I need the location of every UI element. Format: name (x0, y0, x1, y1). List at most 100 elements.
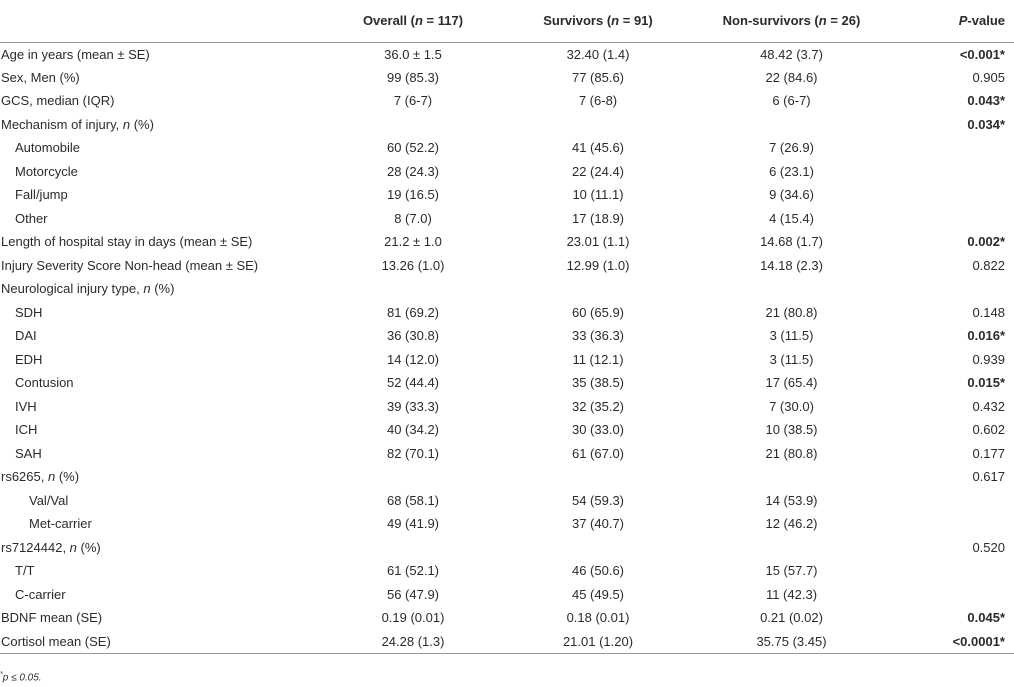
cell-survivors: 22 (24.4) (571, 163, 625, 179)
header-pvalue-rest: -value (967, 13, 1005, 29)
row-label: Mechanism of injury, n (%) (0, 113, 320, 137)
row-label: BDNF mean (SE) (1, 610, 103, 626)
cell-pvalue: 0.016* (967, 328, 1005, 344)
cell-survivors: 41 (45.6) (571, 140, 625, 156)
row-label-n: n (143, 281, 151, 297)
header-pvalue-p: P (958, 13, 968, 29)
cell-overall: 81 (69.2) (386, 304, 440, 320)
cell-pvalue: <0.001* (959, 46, 1005, 62)
cell-overall: 82 (70.1) (386, 445, 440, 461)
cell-survivors: 54 (59.3) (571, 492, 625, 508)
cell-survivors: 45 (49.5) (571, 586, 625, 602)
cell-survivors: 32 (35.2) (571, 398, 625, 414)
table-row: Automobile 60 (52.2) 41 (45.6) 7 (26.9) (0, 136, 1014, 160)
cell-overall: 60 (52.2) (386, 140, 440, 156)
cell-nonsurvivors: 21 (80.8) (765, 304, 818, 320)
table-footnote: *p ≤ 0.05. (0, 671, 42, 683)
header-nonsurvivors-post: = 26) (826, 13, 861, 29)
cell-nonsurvivors: 0.21 (0.02) (760, 610, 823, 626)
cell-pvalue (893, 183, 1014, 207)
table-row: T/T 61 (52.1) 46 (50.6) 15 (57.7) (0, 559, 1014, 583)
row-label-post: (%) (76, 539, 101, 555)
cell-survivors: 77 (85.6) (571, 69, 625, 85)
cell-nonsurvivors: 15 (57.7) (765, 563, 818, 579)
row-label: rs7124442, n (%) (0, 536, 320, 560)
row-label-pre: rs6265, (1, 469, 48, 485)
header-overall: Overall (n = 117) (320, 0, 506, 43)
cell-pvalue: <0.0001* (893, 629, 1014, 654)
table-row: DAI 36 (30.8) 33 (36.3) 3 (11.5) 0.016* (0, 324, 1014, 348)
cell-survivors: 33 (36.3) (571, 328, 625, 344)
cell-pvalue: 0.002* (967, 234, 1005, 250)
cell-overall: 21.2 ± 1.0 (384, 234, 442, 250)
cell-nonsurvivors: 21 (80.8) (765, 445, 818, 461)
cell-nonsurvivors: 12 (46.2) (765, 516, 818, 532)
cell-nonsurvivors: 6 (23.1) (769, 163, 814, 179)
table-row: EDH 14 (12.0) 11 (12.1) 3 (11.5) 0.939 (0, 348, 1014, 372)
header-overall-post: = 117) (422, 13, 464, 29)
cell-overall: 36 (30.8) (386, 328, 440, 344)
cell-pvalue: 0.043* (967, 93, 1005, 109)
row-label: ICH (15, 422, 38, 438)
cell-nonsurvivors: 7 (30.0) (769, 398, 814, 414)
table-row: Met-carrier 49 (41.9) 37 (40.7) 12 (46.2) (0, 512, 1014, 536)
cell-survivors: 30 (33.0) (571, 422, 625, 438)
cell-pvalue (893, 512, 1014, 536)
cell-nonsurvivors: 14 (53.9) (765, 492, 818, 508)
characteristics-table-container: Overall (n = 117) Survivors (n = 91) Non… (0, 0, 1014, 654)
table-row: Contusion 52 (44.4) 35 (38.5) 17 (65.4) 0.01… (0, 371, 1014, 395)
cell-survivors: 23.01 (1.1) (566, 234, 630, 250)
row-label: C-carrier (15, 586, 66, 602)
cell-overall (320, 113, 506, 137)
row-label: Cortisol mean (SE) (0, 629, 320, 654)
row-label: Met-carrier (29, 516, 92, 532)
table-body: Age in years (mean ± SE) 36.0 ± 1.5 32.40 … (0, 42, 1014, 654)
cell-pvalue (893, 136, 1014, 160)
cell-nonsurvivors (690, 113, 893, 137)
cell-overall: 14 (12.0) (386, 351, 440, 367)
table-row: Sex, Men (%) 99 (85.3) 77 (85.6) 22 (84.6) 0… (0, 66, 1014, 90)
cell-pvalue: 0.034* (967, 116, 1005, 132)
header-overall-pre: Overall ( (362, 13, 415, 29)
cell-overall: 36.0 ± 1.5 (384, 46, 442, 62)
header-survivors-post: = 91) (619, 13, 653, 29)
table-row: Fall/jump 19 (16.5) 10 (11.1) 9 (34.6) (0, 183, 1014, 207)
table-row: Val/Val 68 (58.1) 54 (59.3) 14 (53.9) (0, 489, 1014, 513)
table-row: Age in years (mean ± SE) 36.0 ± 1.5 32.40 … (0, 42, 1014, 66)
cell-overall: 61 (52.1) (386, 563, 440, 579)
row-label-pre: Mechanism of injury, (1, 116, 123, 132)
row-label: Sex, Men (%) (1, 69, 80, 85)
cell-pvalue: 0.177 (972, 445, 1005, 461)
row-label-post: (%) (55, 469, 80, 485)
cell-pvalue (893, 489, 1014, 513)
header-survivors-pre: Survivors ( (543, 13, 612, 29)
header-nonsurvivors-n: n (818, 13, 827, 29)
row-label-pre: rs7124442, (1, 539, 70, 555)
cell-overall: 40 (34.2) (386, 422, 440, 438)
cell-survivors: 35 (38.5) (571, 375, 625, 391)
cell-overall: 8 (7.0) (394, 210, 432, 226)
cell-overall: 39 (33.3) (386, 398, 440, 414)
table-header: Overall (n = 117) Survivors ( n = 91) Non… (0, 0, 1014, 43)
header-variable (0, 0, 320, 43)
row-label-post: (%) (150, 281, 175, 297)
header-nonsurvivors-pre: Non-survivors ( (722, 13, 819, 29)
cell-nonsurvivors: 14.18 (2.3) (760, 257, 823, 273)
cell-overall: 24.28 (1.3) (320, 629, 506, 654)
row-label: DAI (15, 328, 37, 344)
cell-overall (320, 277, 506, 301)
table-row: Neurological injury type, n (%) (0, 277, 1014, 301)
table-row: IVH 39 (33.3) 32 (35.2) 7 (30.0) 0.432 (0, 395, 1014, 419)
cell-survivors (506, 113, 690, 137)
cell-pvalue: 0.905 (972, 69, 1005, 85)
row-label: Injury Severity Score Non-head (mean ± S… (1, 257, 259, 273)
cell-overall: 56 (47.9) (386, 586, 440, 602)
row-label: GCS, median (IQR) (1, 93, 115, 109)
cell-overall: 7 (6-7) (393, 93, 433, 109)
cell-survivors: 11 (12.1) (572, 351, 624, 367)
table-row: BDNF mean (SE) 0.19 (0.01) 0.18 (0.01) 0.21… (0, 606, 1014, 630)
cell-pvalue: 0.148 (972, 304, 1005, 320)
cell-overall: 0.19 (0.01) (381, 610, 445, 626)
cell-survivors: 0.18 (0.01) (566, 610, 630, 626)
cell-pvalue: 0.939 (972, 351, 1005, 367)
